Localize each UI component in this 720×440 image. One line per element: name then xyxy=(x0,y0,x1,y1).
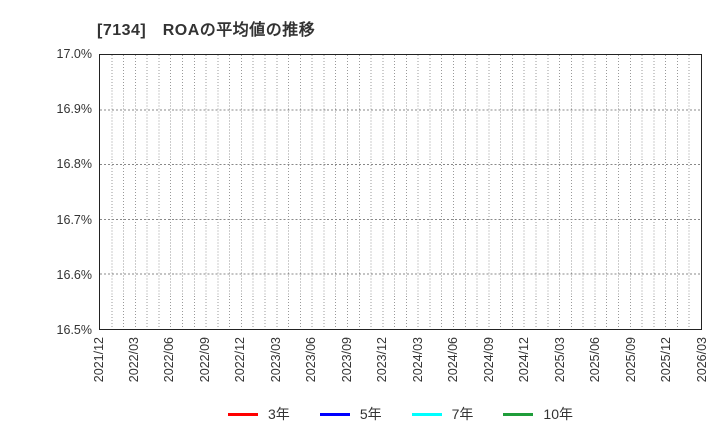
x-axis-tick-label: 2023/06 xyxy=(304,337,319,383)
x-axis-tick-label: 2022/12 xyxy=(233,337,248,383)
x-axis-tick-label: 2025/06 xyxy=(588,337,603,383)
y-axis-tick-label: 16.9% xyxy=(56,102,92,117)
y-axis-tick-label: 16.6% xyxy=(56,267,92,282)
x-axis-tick-label: 2023/12 xyxy=(375,337,390,383)
y-axis-tick-label: 17.0% xyxy=(56,47,92,61)
legend-line-swatch xyxy=(411,412,442,416)
legend-item: 7年 xyxy=(411,404,474,424)
legend-item: 10年 xyxy=(503,404,573,424)
x-axis-tick-label: 2022/03 xyxy=(126,337,141,383)
y-axis-tick-label: 16.7% xyxy=(56,212,92,227)
legend-label: 7年 xyxy=(451,406,474,422)
y-axis-tick-label: 16.5% xyxy=(56,323,92,337)
legend-line-swatch xyxy=(319,412,350,416)
x-axis-tick-label: 2025/03 xyxy=(552,337,567,383)
x-axis-tick-label: 2023/03 xyxy=(268,337,283,383)
x-axis-tick-label: 2024/09 xyxy=(481,337,496,383)
legend: 3年 5年 7年 10年 xyxy=(99,402,702,426)
legend-label: 3年 xyxy=(268,406,290,422)
x-axis-tick-label: 2026/03 xyxy=(694,337,709,383)
x-axis-tick-label: 2025/09 xyxy=(623,337,638,383)
x-axis-tick-label: 2024/12 xyxy=(517,337,532,383)
legend-item: 5年 xyxy=(319,404,382,424)
x-axis-tick-label: 2023/09 xyxy=(339,337,354,383)
grid-and-series-canvas xyxy=(100,55,701,329)
x-axis-tick-label: 2024/06 xyxy=(446,337,461,383)
plot-area xyxy=(99,54,702,330)
legend-label: 5年 xyxy=(359,406,382,422)
chart-title: [7134] ROAの平均値の推移 xyxy=(97,22,316,39)
x-axis-tick-label: 2024/03 xyxy=(410,337,425,383)
x-axis-tick-label: 2022/09 xyxy=(197,337,212,383)
x-axis-tick-label: 2022/06 xyxy=(162,337,177,383)
y-axis-tick-label: 16.8% xyxy=(56,157,92,172)
legend-line-swatch xyxy=(503,412,534,416)
legend-label: 10年 xyxy=(543,406,573,422)
legend-line-swatch xyxy=(228,412,259,416)
legend-item: 3年 xyxy=(228,404,290,424)
x-axis-tick-label: 2021/12 xyxy=(91,337,106,383)
x-axis-tick-label: 2025/12 xyxy=(659,337,674,383)
